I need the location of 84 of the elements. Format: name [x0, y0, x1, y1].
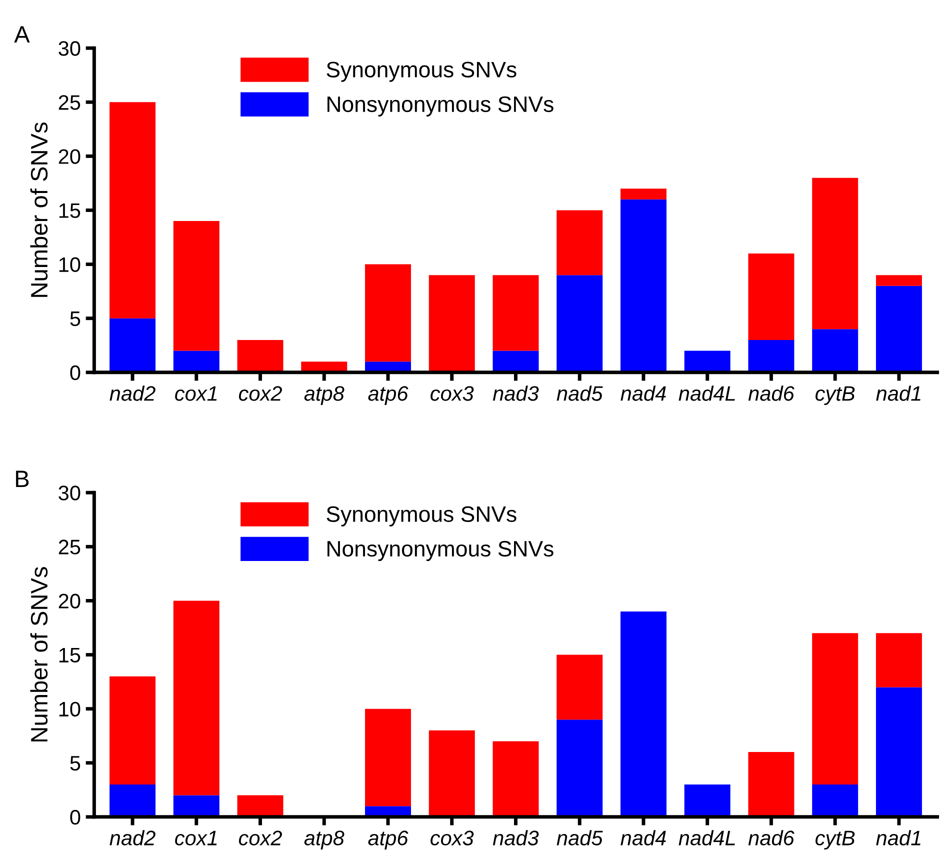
bar: [365, 708, 411, 806]
chart-title: A: [14, 26, 30, 43]
legend-label: Nonsynonymous SNVs: [328, 96, 554, 116]
legend-label: Synonymous SNVs: [326, 62, 516, 82]
bar: [748, 340, 794, 372]
y-tick-label: 5: [70, 756, 80, 771]
bar: [748, 752, 794, 817]
bar: [556, 210, 603, 276]
x-tick-label: nad3: [492, 386, 539, 401]
y-tick-label: 25: [58, 95, 80, 110]
x-tick-label: nad1: [876, 830, 920, 846]
bar: [748, 253, 794, 340]
bar: [110, 676, 156, 784]
bar: [812, 178, 858, 330]
y-axis-title: Number of SNVs: [30, 122, 48, 297]
bar: [110, 784, 156, 817]
legend-label: Nonsynonymous SNVs: [328, 540, 554, 562]
legend-label: Synonymous SNVs: [326, 506, 516, 526]
bar: [620, 199, 666, 372]
y-tick-label: 20: [58, 594, 80, 608]
bar: [876, 687, 922, 817]
x-tick-label: nad1: [876, 386, 920, 401]
bar: [812, 633, 858, 784]
x-tick-label: nad2: [110, 386, 156, 401]
y-axis-title: Number of SNVs: [30, 567, 48, 742]
x-tick-label: nad5: [556, 830, 603, 846]
bar: [620, 188, 666, 200]
x-tick-label: nad5: [556, 386, 603, 401]
y-tick-label: 10: [59, 702, 80, 717]
x-tick-label: cox1: [175, 830, 217, 846]
bar: [556, 720, 603, 817]
bar: [173, 600, 220, 796]
bar: [684, 784, 730, 817]
x-tick-label: atp8: [304, 830, 344, 850]
chart-title: B: [16, 470, 29, 488]
bar: [173, 221, 220, 351]
bar: [876, 286, 922, 372]
bar: [812, 329, 858, 372]
y-tick-label: 20: [58, 149, 80, 164]
bar: [237, 795, 284, 817]
bar: [812, 784, 858, 817]
y-tick-label: 25: [58, 540, 80, 554]
bar: [876, 633, 922, 688]
bar: [237, 340, 284, 372]
x-tick-label: cox1: [175, 386, 217, 401]
x-tick-label: nad4L: [678, 386, 735, 401]
x-tick-label: nad4: [620, 386, 666, 401]
y-tick-label: 15: [59, 648, 80, 663]
x-tick-label: nad6: [748, 830, 794, 846]
x-tick-label: atp6: [368, 386, 408, 405]
bar: [110, 102, 156, 318]
y-tick-label: 5: [70, 312, 80, 326]
bar: [556, 654, 603, 720]
x-tick-label: nad2: [110, 830, 156, 846]
x-tick-label: cox2: [238, 830, 282, 846]
x-tick-label: nad6: [748, 386, 794, 401]
y-tick-label: 30: [58, 41, 80, 56]
y-tick-label: 0: [70, 365, 80, 380]
bar: [684, 350, 730, 372]
x-tick-label: nad4L: [678, 830, 735, 846]
y-tick-label: 10: [59, 257, 80, 272]
x-tick-label: atp8: [304, 386, 344, 405]
y-tick-label: 15: [59, 203, 80, 218]
bar: [492, 275, 539, 351]
bar: [428, 275, 475, 372]
bar: [173, 350, 220, 372]
x-tick-label: cytB: [816, 386, 855, 405]
bar: [492, 741, 539, 817]
bar: [556, 275, 603, 372]
y-tick-label: 30: [58, 486, 80, 500]
bar: [620, 612, 666, 817]
bar: [365, 264, 411, 362]
x-tick-label: cox3: [430, 830, 474, 846]
x-tick-label: atp6: [368, 830, 408, 850]
x-tick-label: cox2: [238, 386, 282, 401]
x-tick-label: cox3: [430, 386, 474, 401]
y-tick-label: 0: [70, 810, 80, 825]
x-tick-label: nad3: [492, 830, 539, 846]
bar: [173, 795, 220, 817]
bar: [110, 318, 156, 372]
bar: [876, 275, 922, 286]
x-tick-label: cytB: [816, 830, 855, 850]
bar: [428, 730, 475, 817]
x-tick-label: nad4: [620, 830, 666, 846]
